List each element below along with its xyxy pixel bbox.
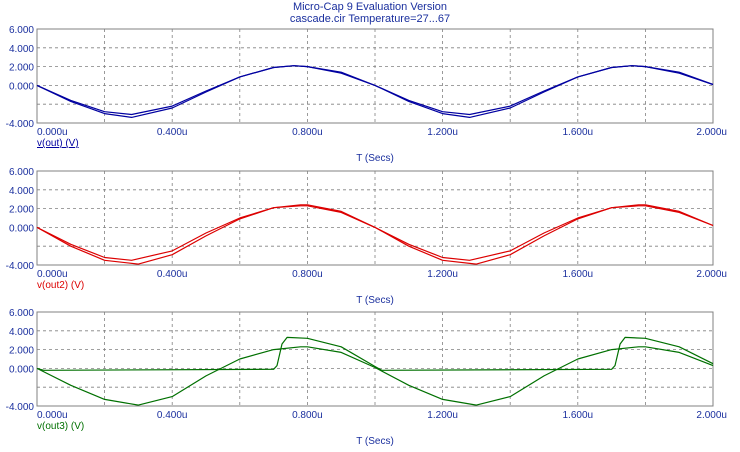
y-tick-label: -4.000 (6, 119, 35, 130)
series-line (36, 65, 714, 119)
y-tick-label: -4.000 (6, 261, 35, 272)
x-tick-label: 0.400u (157, 127, 188, 138)
x-tick-label: 0.400u (157, 269, 188, 280)
x-tick-label: 1.200u (427, 410, 458, 421)
x-tick-label: 0.800u (292, 269, 323, 280)
y-tick-label: -4.000 (6, 402, 35, 413)
y-tick-label: 2.000 (9, 346, 34, 357)
x-tick-label: 0.400u (157, 410, 188, 421)
x-tick-label: 0.800u (292, 410, 323, 421)
y-tick-label: 4.000 (9, 186, 34, 197)
x-tick-label: 1.600u (563, 127, 594, 138)
chart-subtitle: cascade.cir Temperature=27...67 (289, 13, 451, 25)
x-tick-label: 1.200u (427, 127, 458, 138)
x-tick-label: 0.000u (37, 269, 68, 280)
y-tick-label: 6.000 (9, 25, 34, 36)
window-title: Micro-Cap 9 Evaluation Version (292, 1, 448, 13)
plot-frame (36, 170, 714, 266)
y-tick-label: 0.000 (9, 81, 34, 92)
y-tick-label: 2.000 (9, 63, 34, 74)
trace-label: v(out) (V) (37, 138, 79, 149)
series-line (36, 204, 714, 265)
trace-label: v(out3) (V) (37, 421, 84, 432)
series-line (36, 346, 714, 406)
plot-frame (36, 311, 714, 407)
x-tick-label: 0.000u (37, 127, 68, 138)
x-tick-label: 1.200u (427, 269, 458, 280)
x-axis-label: T (Secs) (356, 295, 394, 306)
x-tick-label: 2.000u (696, 410, 727, 421)
x-tick-label: 1.600u (563, 410, 594, 421)
x-tick-label: 0.800u (292, 127, 323, 138)
y-tick-label: 4.000 (9, 327, 34, 338)
y-tick-label: 0.000 (9, 223, 34, 234)
trace-label: v(out2) (V) (37, 280, 84, 291)
x-tick-label: 2.000u (696, 127, 727, 138)
series-line (36, 336, 714, 371)
y-tick-label: 6.000 (9, 167, 34, 178)
x-axis-label: T (Secs) (356, 436, 394, 447)
x-tick-label: 1.600u (563, 269, 594, 280)
x-tick-label: 0.000u (37, 410, 68, 421)
x-tick-label: 2.000u (696, 269, 727, 280)
y-tick-label: 4.000 (9, 44, 34, 55)
plot-frame (36, 28, 714, 124)
y-tick-label: 6.000 (9, 308, 34, 319)
y-tick-label: 0.000 (9, 364, 34, 375)
y-tick-label: 2.000 (9, 205, 34, 216)
x-axis-label: T (Secs) (356, 153, 394, 164)
